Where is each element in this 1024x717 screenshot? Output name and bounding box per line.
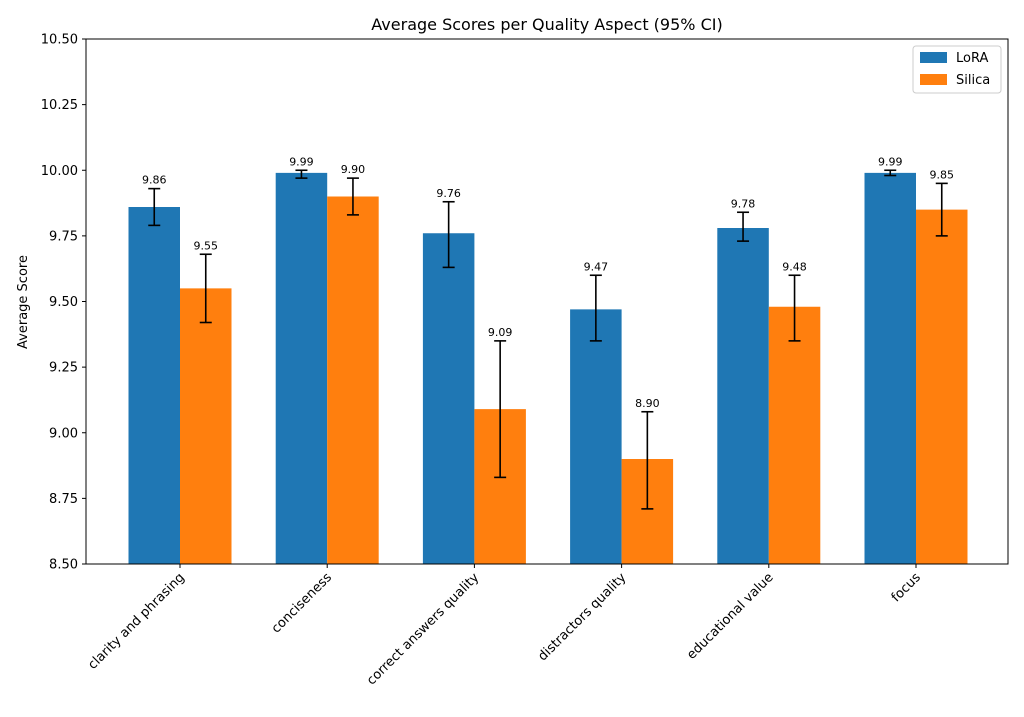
error-bar-silica-4 xyxy=(788,274,801,342)
error-bar-lora-2 xyxy=(442,200,455,269)
y-tick-label-7: 10.25 xyxy=(41,98,78,113)
plot-frame xyxy=(85,38,1009,565)
error-bar-lora-4 xyxy=(737,211,750,242)
x-tick-label-1: conciseness xyxy=(269,570,335,636)
y-tick-label-1: 8.75 xyxy=(49,492,78,507)
data-label-silica-5: 9.85 xyxy=(930,168,955,181)
bar-lora-1 xyxy=(275,172,328,564)
x-tick-label-2: correct answers quality xyxy=(364,570,482,688)
legend-swatch-lora xyxy=(920,52,947,63)
chart-title: Average Scores per Quality Aspect (95% C… xyxy=(371,15,722,34)
bar-lora-3 xyxy=(570,309,622,564)
bar-silica-1 xyxy=(327,196,379,564)
legend-label-lora: LoRA xyxy=(956,51,988,66)
bar-lora-4 xyxy=(717,228,769,564)
y-tick-label-3: 9.25 xyxy=(49,361,78,376)
legend-label-silica: Silica xyxy=(956,73,990,88)
error-bars-layer xyxy=(148,169,948,510)
data-label-lora-2: 9.76 xyxy=(436,187,461,200)
error-bar-silica-2 xyxy=(494,340,507,479)
data-label-lora-1: 9.99 xyxy=(289,155,314,168)
data-label-lora-0: 9.86 xyxy=(142,174,167,187)
x-tick-label-5: focus xyxy=(889,570,924,605)
bar-lora-2 xyxy=(422,233,475,564)
x-tick-label-3: distractors quality xyxy=(535,570,629,664)
bar-silica-0 xyxy=(180,288,232,564)
data-label-lora-3: 9.47 xyxy=(584,260,609,273)
data-labels-layer: 9.86 9.99 9.76 9.47 9.78 9.99 9.55 9.90 9.09 8.90… xyxy=(142,155,954,410)
legend: LoRA Silica xyxy=(912,45,1002,94)
y-tick-label-5: 9.75 xyxy=(49,229,78,244)
bar-silica-4 xyxy=(768,306,821,564)
error-bar-silica-5 xyxy=(935,182,948,237)
x-axis: clarity and phrasing conciseness correct a… xyxy=(85,564,924,688)
error-bar-lora-5 xyxy=(884,169,897,177)
data-label-silica-1: 9.90 xyxy=(341,163,366,176)
y-tick-label-6: 10.00 xyxy=(41,164,78,179)
bar-lora-0 xyxy=(128,207,180,564)
y-axis: 8.50 8.75 9.00 9.25 9.50 9.75 10.00 10.25 10.50 xyxy=(41,33,86,573)
y-tick-label-4: 9.50 xyxy=(49,295,78,310)
y-tick-label-0: 8.50 xyxy=(49,558,78,573)
error-bar-silica-3 xyxy=(641,410,654,510)
legend-swatch-silica xyxy=(920,74,947,85)
data-label-silica-2: 9.09 xyxy=(488,326,513,339)
data-label-silica-3: 8.90 xyxy=(635,397,660,410)
bar-lora-5 xyxy=(864,172,916,564)
bar-silica-5 xyxy=(916,209,968,564)
x-tick-label-0: clarity and phrasing xyxy=(85,570,187,672)
error-bar-lora-0 xyxy=(148,187,161,227)
error-bar-silica-1 xyxy=(346,177,359,216)
data-label-silica-4: 9.48 xyxy=(782,260,807,273)
y-axis-label: Average Score xyxy=(16,255,31,349)
error-bar-lora-1 xyxy=(295,169,308,179)
data-label-lora-4: 9.78 xyxy=(731,197,756,210)
error-bar-lora-3 xyxy=(589,274,602,342)
y-tick-label-8: 10.50 xyxy=(41,33,78,48)
y-tick-label-2: 9.00 xyxy=(49,426,78,441)
x-tick-label-4: educational value xyxy=(684,570,776,662)
error-bar-silica-0 xyxy=(199,253,212,324)
data-label-silica-0: 9.55 xyxy=(194,239,219,252)
data-label-lora-5: 9.99 xyxy=(878,155,903,168)
bars-layer xyxy=(128,172,968,564)
